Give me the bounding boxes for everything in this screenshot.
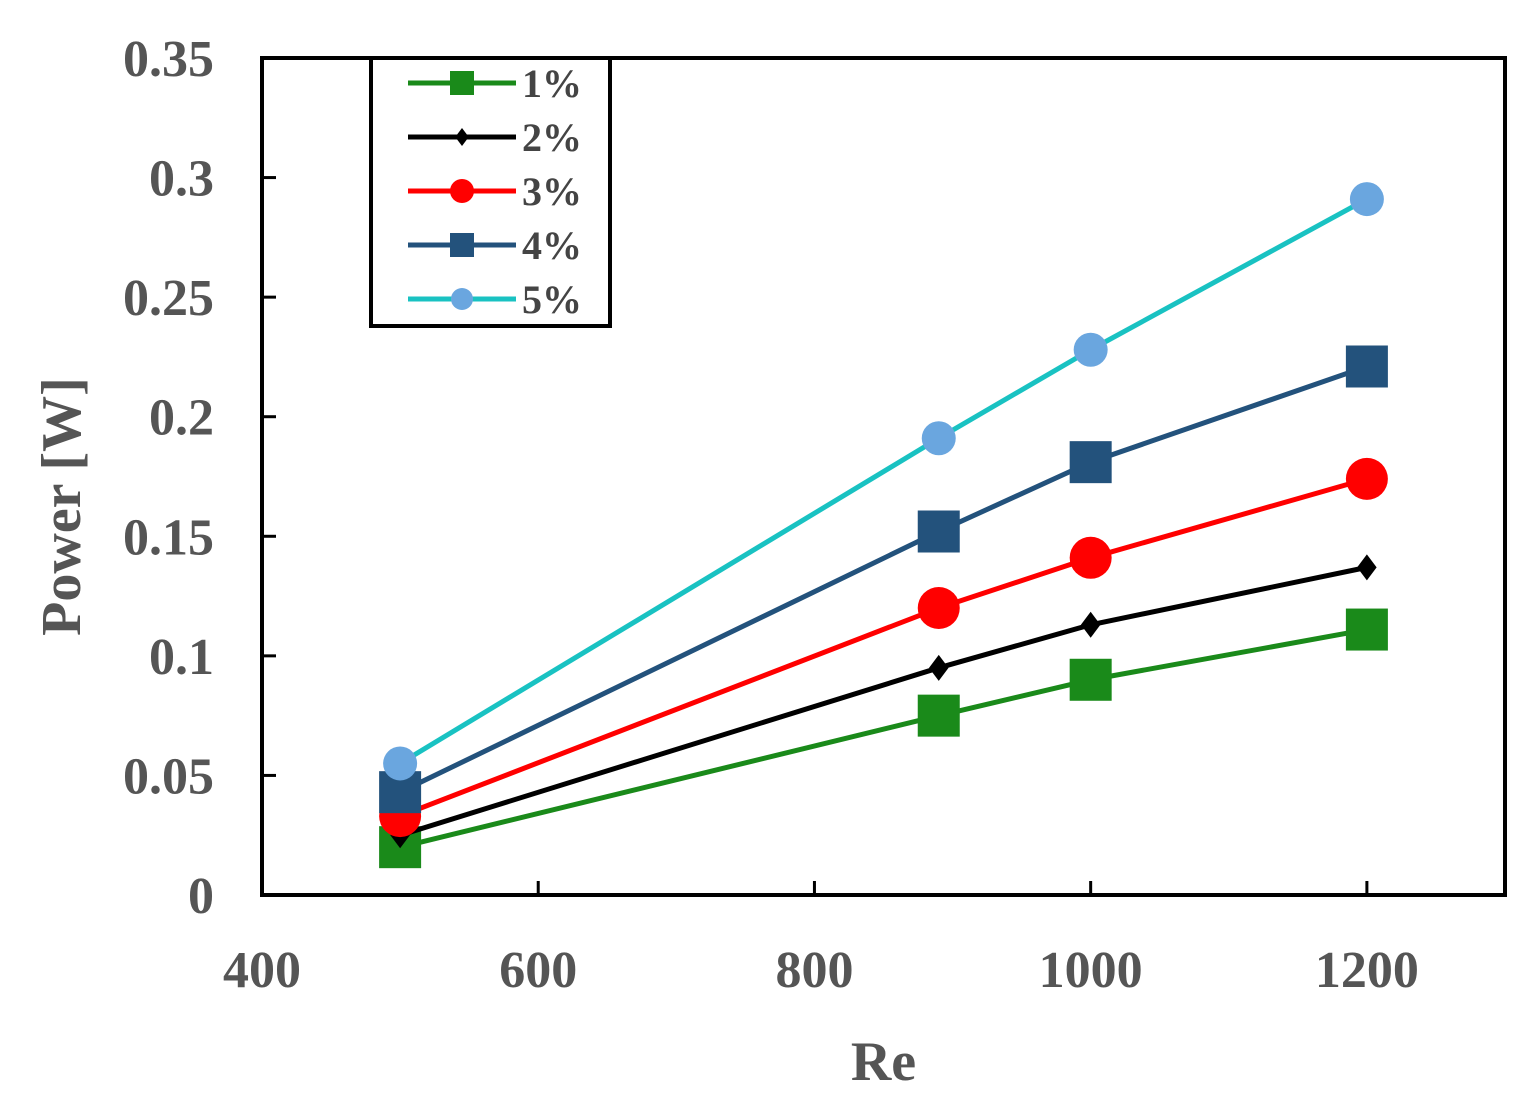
series-line <box>399 564 1368 838</box>
y-axis-title: Power [W] <box>31 377 93 636</box>
legend-marker <box>450 179 474 203</box>
legend-entry: 3% <box>408 169 582 214</box>
legend-marker <box>451 288 473 310</box>
data-point-marker <box>1345 345 1388 388</box>
data-point-marker <box>1069 536 1112 579</box>
data-point-marker <box>1069 441 1112 484</box>
legend-entry: 1% <box>408 61 582 106</box>
plot-area-frame <box>260 56 1507 897</box>
axis-ticks <box>262 176 1369 895</box>
legend: 1% 2% 3% 4% 5% <box>369 56 612 328</box>
x-tick-label: 1000 <box>1039 942 1143 999</box>
data-point-marker <box>917 694 960 737</box>
y-tick-label: 0.35 <box>123 31 214 88</box>
data-point-marker <box>1069 658 1112 701</box>
series-1 <box>379 608 1388 869</box>
data-point-marker <box>917 510 960 553</box>
x-tick-label: 600 <box>499 942 577 999</box>
y-tick-label: 0.15 <box>123 509 214 566</box>
data-point-marker <box>1349 182 1384 217</box>
data-series <box>379 182 1388 869</box>
data-point-marker <box>1345 457 1388 500</box>
data-point-marker <box>383 746 418 781</box>
legend-label: 1% <box>522 61 582 106</box>
data-point-marker <box>921 421 956 456</box>
x-tick-label: 1200 <box>1315 942 1419 999</box>
legend-label: 2% <box>522 115 582 160</box>
x-tick-label: 400 <box>223 942 301 999</box>
legend-label: 5% <box>522 277 582 322</box>
series-line <box>399 627 1368 850</box>
y-tick-label: 0.1 <box>149 629 214 686</box>
data-point-marker <box>1080 611 1101 638</box>
legend-marker <box>450 233 474 257</box>
series-4 <box>379 345 1388 814</box>
data-point-marker <box>1073 332 1108 367</box>
legend-entry: 4% <box>408 223 582 268</box>
legend-label: 3% <box>522 169 582 214</box>
series-line <box>398 196 1369 766</box>
legend-entry: 2% <box>408 115 582 160</box>
data-point-marker <box>1357 554 1377 581</box>
data-point-marker <box>928 654 949 681</box>
x-tick-label: 800 <box>775 942 853 999</box>
y-tick-label: 0.3 <box>149 151 214 208</box>
legend-entry: 5% <box>408 277 582 322</box>
y-tick-label: 0.2 <box>149 390 214 447</box>
tick-labels: 0 0.05 0.1 0.15 0.2 0.25 0.3 0.35 400 600 800 1000 1… <box>123 31 1419 999</box>
legend-marker <box>455 128 469 146</box>
series-line <box>399 476 1368 819</box>
legend-marker <box>450 71 474 95</box>
series-5 <box>383 182 1384 781</box>
series-3 <box>379 457 1388 838</box>
y-tick-label: 0.05 <box>123 748 214 805</box>
legend-label: 4% <box>522 223 582 268</box>
series-line <box>399 364 1368 795</box>
series-2 <box>390 554 1377 849</box>
data-point-marker <box>1345 608 1388 651</box>
x-axis-title: Re <box>851 1031 916 1093</box>
data-point-marker <box>917 587 960 630</box>
y-tick-label: 0 <box>188 868 214 925</box>
y-tick-label: 0.25 <box>123 270 214 327</box>
